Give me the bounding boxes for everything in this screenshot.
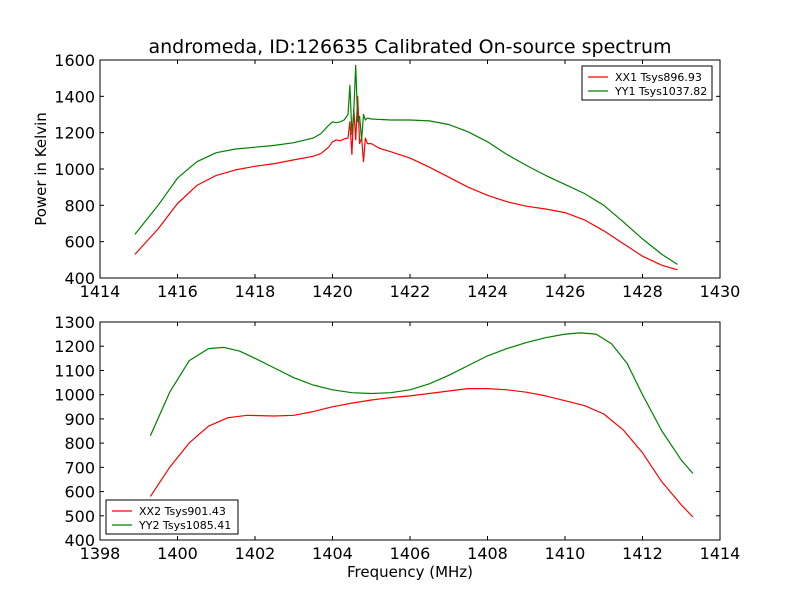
y-tick-label: 800 (64, 434, 95, 453)
y-tick-label: 1600 (54, 51, 95, 70)
y-tick-label: 600 (64, 233, 95, 252)
x-tick-label: 1414 (700, 544, 741, 563)
legend-entry: YY1 Tsys1037.82 (614, 85, 707, 98)
legend-entry: XX1 Tsys896.93 (615, 71, 702, 84)
y-tick-label: 1300 (54, 313, 95, 332)
series-line-1-2 (134, 64, 678, 265)
x-axis-label: Frequency (MHz) (347, 563, 473, 581)
x-tick-label: 1400 (157, 544, 198, 563)
series-line-2-1 (149, 388, 694, 518)
top-plot-panel: 1414 1416 1418 1420 1422 1424 1426 1428 1430 400 6… (32, 51, 740, 301)
y-tick-label: 1100 (54, 361, 95, 380)
y-tick-label: 1400 (54, 87, 95, 106)
y-tick-label: 700 (64, 458, 95, 477)
y-axis-label: Power in Kelvin (32, 112, 50, 226)
legend-entry: XX2 Tsys901.43 (139, 505, 226, 518)
y-tick-label: 1000 (54, 386, 95, 405)
y-tick-label: 600 (64, 483, 95, 502)
x-tick-label: 1408 (467, 544, 508, 563)
y-tick-label: 400 (64, 269, 95, 288)
x-tick-label: 1416 (157, 282, 198, 301)
y-tick-label: 1200 (54, 337, 95, 356)
legend-box (581, 65, 713, 101)
x-tick-label: 1414 (80, 282, 121, 301)
y-tick-label: 400 (64, 531, 95, 550)
y-tick-label: 1000 (54, 160, 95, 179)
x-tick-label: 1422 (390, 282, 431, 301)
x-tick-label: 1410 (545, 544, 586, 563)
legend-entry: YY2 Tsys1085.41 (138, 519, 231, 532)
y-tick-label: 800 (64, 196, 95, 215)
x-tick-label: 1402 (235, 544, 276, 563)
series-line-2-2 (149, 332, 694, 474)
chart-title: andromeda, ID:126635 Calibrated On-sourc… (148, 36, 671, 58)
x-tick-label: 1418 (235, 282, 276, 301)
x-tick-label: 1398 (80, 544, 121, 563)
bottom-plot-panel: 1398 1400 1402 1404 1406 1408 1410 1412 1414 400 5… (54, 313, 740, 581)
x-tick-label: 1428 (622, 282, 663, 301)
x-tick-label: 1424 (467, 282, 508, 301)
y-tick-label: 900 (64, 410, 95, 429)
series-line-1-1 (134, 95, 678, 271)
legend-box (105, 499, 239, 535)
y-tick-label: 500 (64, 507, 95, 526)
x-tick-label: 1412 (622, 544, 663, 563)
x-tick-label: 1404 (312, 544, 353, 563)
x-tick-label: 1406 (390, 544, 431, 563)
y-tick-label: 1200 (54, 124, 95, 143)
x-tick-label: 1430 (700, 282, 741, 301)
x-tick-label: 1420 (312, 282, 353, 301)
x-tick-label: 1426 (545, 282, 586, 301)
